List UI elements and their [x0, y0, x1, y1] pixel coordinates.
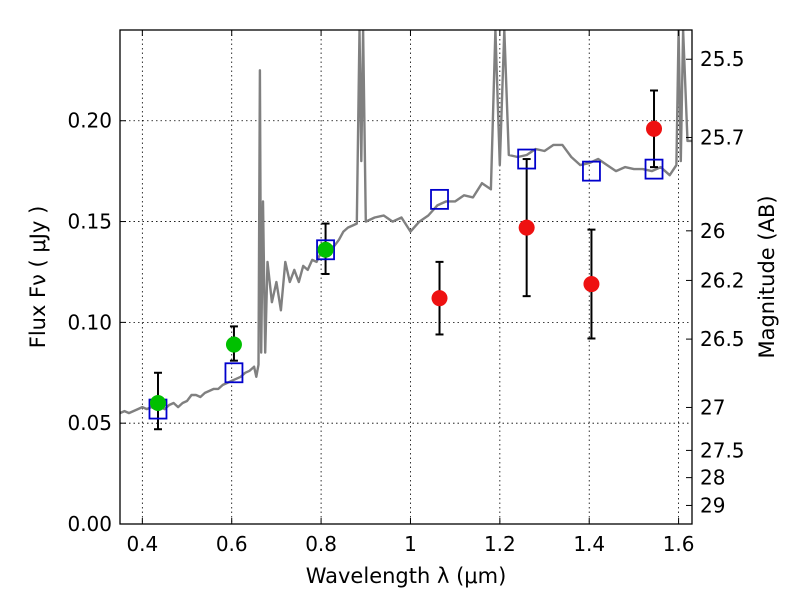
plot-area	[120, 30, 692, 431]
right-tick-label: 25.5	[700, 47, 745, 71]
x-tick-label: 1	[404, 532, 417, 556]
y-tick-label: 0.00	[67, 512, 112, 536]
y-axis-label: Flux Fν ( μJy )	[26, 206, 50, 349]
right-tick-label: 26.2	[700, 268, 745, 292]
right-tick-label: 26.5	[700, 327, 745, 351]
right-tick-label: 29	[700, 493, 725, 517]
x-tick-label: 1.6	[663, 532, 695, 556]
y-tick-label: 0.10	[67, 310, 112, 334]
right-tick-label: 26	[700, 219, 725, 243]
right-tick-label: 25.7	[700, 125, 745, 149]
right-axis-label: Magnitude (AB)	[755, 195, 779, 358]
x-tick-label: 0.6	[216, 532, 248, 556]
model-point-square	[430, 188, 449, 210]
right-tick-label: 28	[700, 466, 725, 490]
model-point-square	[224, 362, 244, 384]
observed-point	[225, 336, 242, 353]
observed-point	[583, 276, 600, 293]
model-point-square	[582, 160, 601, 182]
right-tick-label: 27.5	[700, 438, 745, 462]
y-tick-label: 0.20	[67, 109, 112, 133]
x-tick-label: 0.8	[305, 532, 337, 556]
x-tick-label: 1.2	[484, 532, 516, 556]
model-point-square	[316, 239, 335, 261]
observed-point	[149, 395, 166, 412]
y-tick-label: 0.15	[67, 210, 112, 234]
model-point-square	[644, 158, 664, 180]
x-axis-label: Wavelength λ (μm)	[306, 564, 507, 588]
observed-point	[317, 241, 334, 258]
axes: 0.4 0.6 0.8 1 1.2 1.4 1.6 0.00 0.05 0.10 0.15 0.20 2…	[67, 30, 745, 556]
x-tick-label: 1.4	[573, 532, 605, 556]
model-point-square	[517, 148, 537, 170]
observed-point	[646, 120, 663, 137]
x-tick-label: 0.4	[126, 532, 158, 556]
observed-point	[431, 290, 448, 307]
observed-point	[518, 219, 535, 236]
plot-frame	[119, 29, 693, 525]
y-tick-label: 0.05	[67, 411, 112, 435]
right-tick-label: 27	[700, 395, 725, 419]
